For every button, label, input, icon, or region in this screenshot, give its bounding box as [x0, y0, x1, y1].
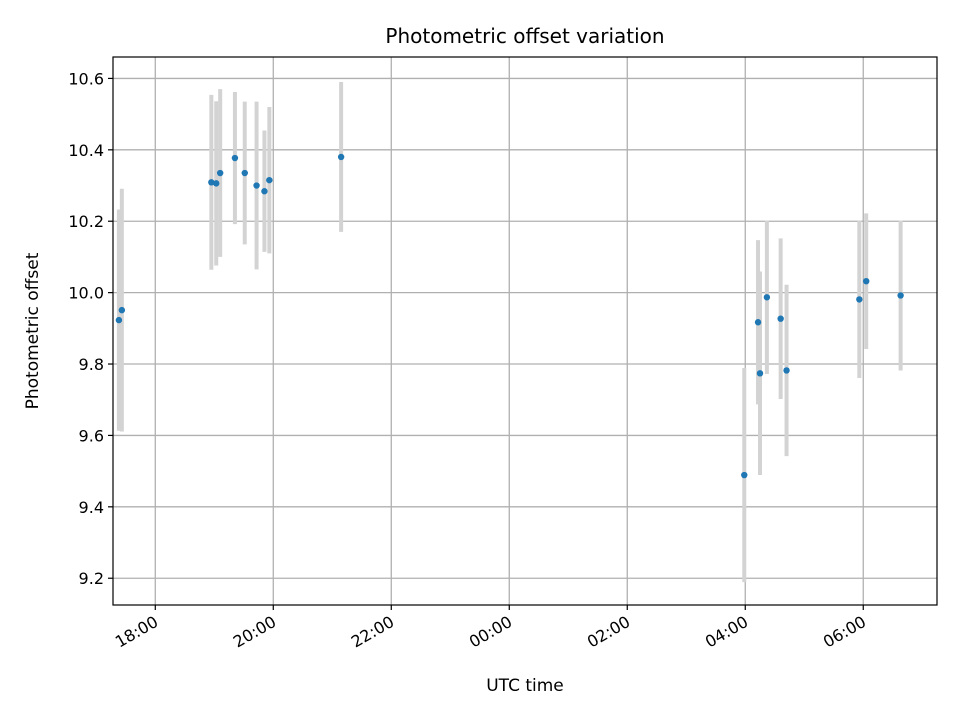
- y-tick-label: 9.8: [79, 355, 104, 374]
- data-points: [115, 153, 904, 479]
- data-point: [754, 319, 762, 326]
- grid-lines: [113, 57, 937, 605]
- chart-title: Photometric offset variation: [385, 24, 664, 48]
- data-point: [763, 294, 771, 301]
- y-tick-label: 9.6: [79, 426, 104, 445]
- y-tick-label: 10.6: [68, 69, 104, 88]
- y-axis-label: Photometric offset: [23, 252, 43, 409]
- data-point: [756, 370, 764, 377]
- y-tick-label: 9.4: [79, 498, 104, 517]
- data-point: [777, 315, 784, 322]
- data-point: [897, 292, 904, 299]
- x-axis-label: UTC time: [486, 676, 564, 696]
- y-axis-ticks: 9.2 9.4 9.6 9.8 10.0 10.2 10.4 10.6: [68, 69, 113, 588]
- data-point: [337, 153, 345, 161]
- data-point: [863, 277, 870, 285]
- data-point: [231, 154, 239, 162]
- data-point: [253, 182, 260, 189]
- y-tick-label: 10.2: [68, 212, 104, 231]
- data-point: [118, 306, 126, 314]
- data-point: [115, 316, 123, 324]
- data-point: [856, 296, 863, 303]
- data-point: [216, 169, 224, 177]
- data-point: [266, 176, 273, 184]
- data-point: [261, 188, 268, 195]
- y-tick-label: 9.2: [79, 569, 104, 588]
- data-point: [213, 180, 220, 187]
- y-tick-label: 10.0: [68, 284, 104, 303]
- data-point: [783, 367, 790, 374]
- data-point: [208, 179, 215, 186]
- data-point: [741, 471, 748, 479]
- plot-frame: [112, 56, 938, 606]
- data-point: [241, 169, 248, 177]
- y-tick-label: 10.4: [68, 141, 104, 160]
